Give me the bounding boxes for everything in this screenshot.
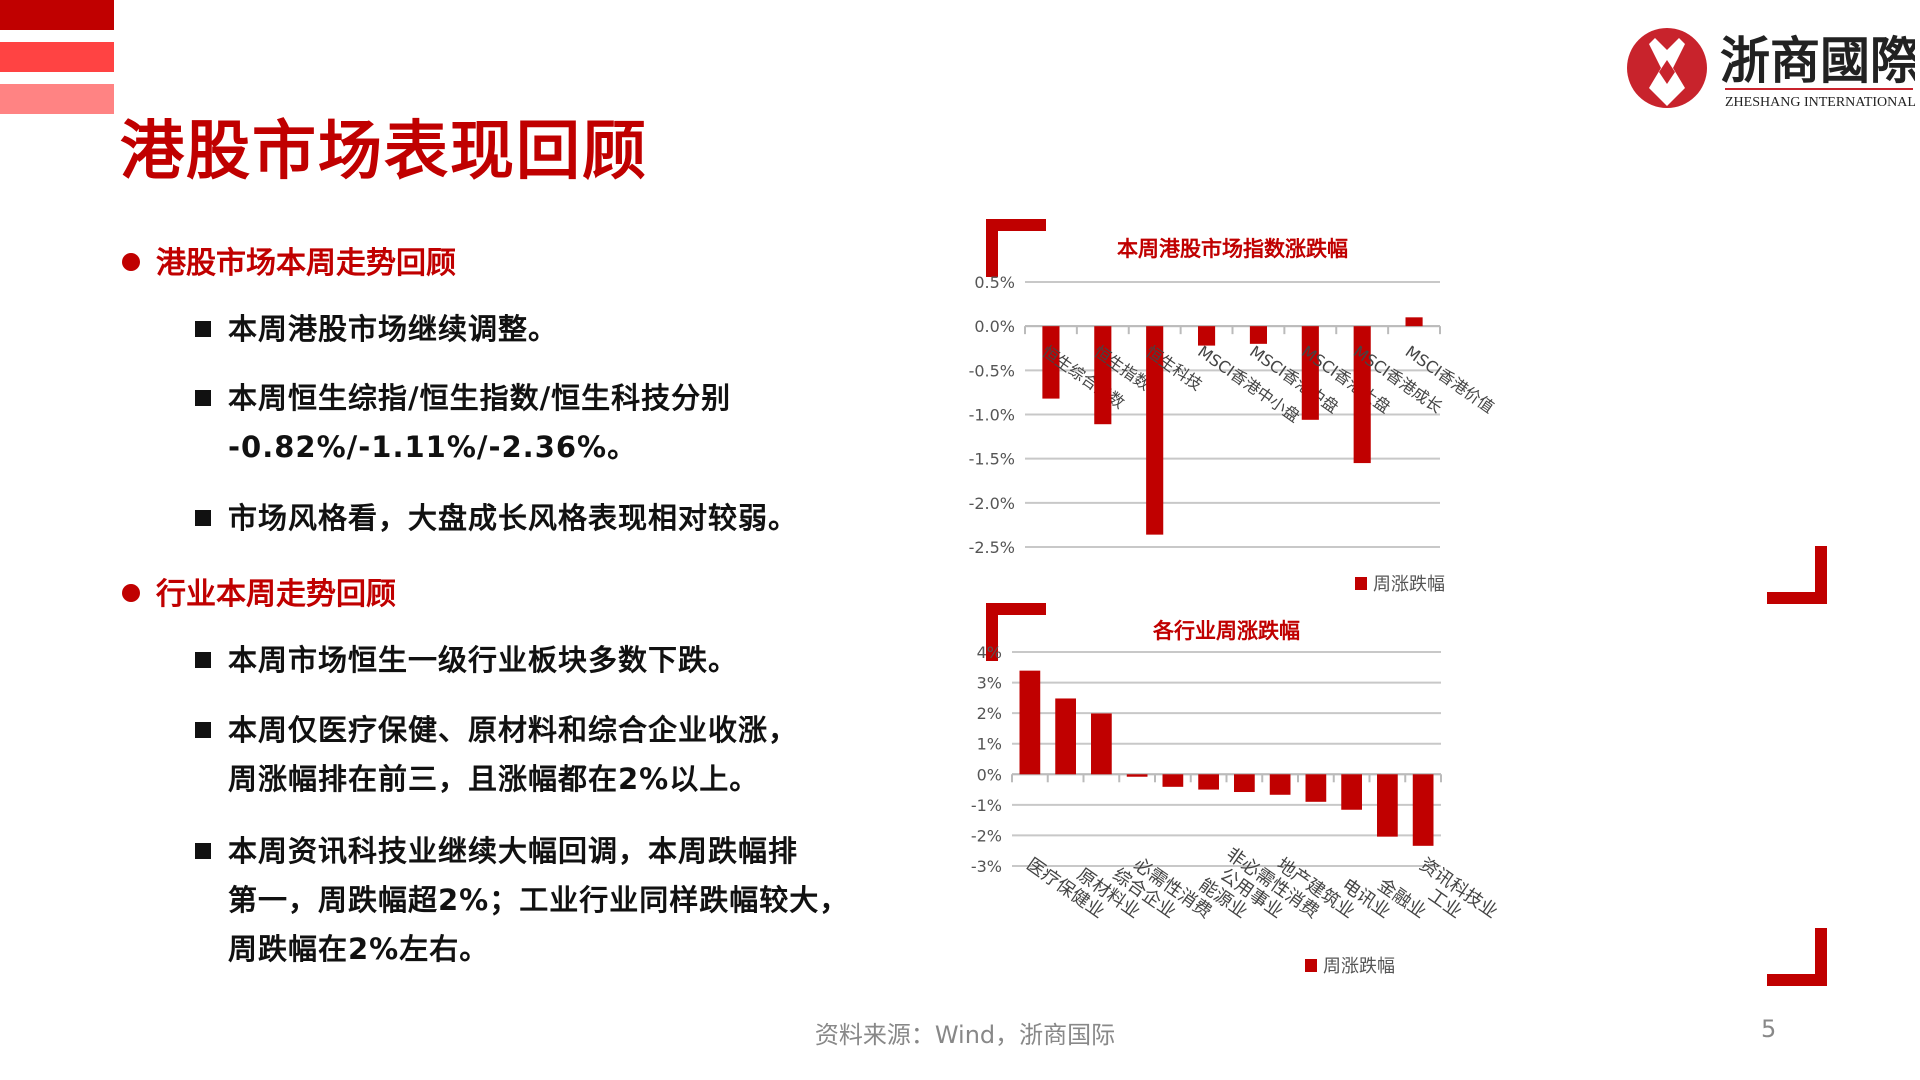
y-tick-label: -2% [971,826,1002,845]
y-tick-label: -2.5% [969,538,1015,557]
bar [1055,698,1076,775]
bar [1249,326,1267,344]
bar [1412,774,1434,846]
list-item: 本周仅医疗保健、原材料和综合企业收涨， 周涨幅排在前三，且涨幅都在2%以上。 [195,706,798,804]
bullet-dot-icon [122,252,140,271]
bar [1353,326,1371,464]
y-tick-label: 3% [977,674,1002,693]
y-tick-label: 4% [977,643,1002,662]
section-heading-market: 港股市场本周走势回顾 [122,238,456,282]
item-text: 本周市场恒生一级行业板块多数下跌。 [228,643,739,677]
legend-label: 周涨跌幅 [1323,956,1395,977]
y-tick-label: -3% [971,857,1002,876]
y-tick-label: -2.0% [969,494,1015,513]
bar [1146,326,1164,535]
y-tick-label: -1.5% [969,450,1015,469]
decor-bar-dark [0,0,114,30]
square-bullet-icon [195,321,211,337]
item-text: 本周资讯科技业继续大幅回调，本周跌幅排 [228,834,799,868]
chart-frame-brackets [986,219,1827,986]
legend-swatch [1305,959,1317,972]
decor-bar-light [0,84,114,114]
chart-index-returns: 本周港股市场指数涨跌幅 0.5% 0.0% -0.5% -1.0% -1.5% -2.0% -… [969,237,1498,595]
bar [1091,713,1112,775]
y-tick-label: 0.5% [974,273,1015,292]
bar [1341,774,1362,810]
list-item: 本周资讯科技业继续大幅回调，本周跌幅排第一，周跌幅超2%；工业行业同样跌幅较大，… [195,827,849,974]
y-tick-label: -1.0% [969,406,1015,425]
square-bullet-icon [195,722,211,738]
bar [1198,774,1219,790]
bar [1234,774,1255,793]
item-text: 第一，周跌幅超2%；工业行业同样跌幅较大， [228,883,850,917]
page-number: 5 [1761,1015,1777,1043]
legend-swatch [1355,577,1367,590]
item-text: 本周港股市场继续调整。 [228,312,559,346]
chart-title: 本周港股市场指数涨跌幅 [1117,237,1348,261]
item-text: 本周恒生综指/恒生指数/恒生科技分别 [228,381,732,415]
item-text: 本周仅医疗保健、原材料和综合企业收涨， [228,713,799,747]
logo-text-en: ZHESHANG INTERNATIONAL [1725,95,1915,110]
bar [1019,670,1041,775]
y-tick-label: -1% [971,796,1002,815]
square-bullet-icon [195,843,211,859]
item-text: 周涨幅排在前三，且涨幅都在2%以上。 [228,762,760,796]
list-item: 本周港股市场继续调整。 [195,305,558,354]
logo-text-cn: 浙商國際 [1720,31,1915,90]
y-tick-label: -0.5% [969,361,1015,380]
logo: 浙商國際 ZHESHANG INTERNATIONAL [1625,20,1920,115]
y-tick-label: 2% [977,704,1002,723]
bar [1405,317,1423,327]
bullet-dot-icon [122,583,140,602]
decor-bar-mid [0,42,114,72]
list-item: 本周恒生综指/恒生指数/恒生科技分别 -0.82%/-1.11%/-2.36%。 [195,374,731,472]
chart-title: 各行业周涨跌幅 [1152,619,1300,643]
bar [1126,774,1148,777]
y-tick-label: 0% [977,765,1002,784]
bar [1269,774,1291,795]
square-bullet-icon [195,510,211,526]
logo-emblem-icon: 浙商國際 ZHESHANG INTERNATIONAL [1627,28,1920,110]
bar [1094,326,1112,425]
bar [1305,774,1327,802]
list-item: 市场风格看，大盘成长风格表现相对较弱。 [195,494,798,543]
page-title: 港股市场表现回顾 [120,115,648,189]
bar [1042,326,1060,399]
item-text: 周跌幅在2%左右。 [228,932,490,966]
section-heading-text: 港股市场本周走势回顾 [156,246,456,281]
square-bullet-icon [195,652,211,668]
source-note: 资料来源：Wind，浙商国际 [814,1021,1116,1049]
section-heading-text: 行业本周走势回顾 [156,577,396,612]
y-tick-label: 0.0% [974,317,1015,336]
legend-label: 周涨跌幅 [1373,574,1445,595]
bar [1377,774,1398,837]
bar [1162,774,1184,787]
section-heading-industry: 行业本周走势回顾 [122,569,396,613]
item-text: 市场风格看，大盘成长风格表现相对较弱。 [228,501,799,535]
list-item: 本周市场恒生一级行业板块多数下跌。 [195,636,738,685]
y-tick-label: 1% [977,735,1002,754]
item-text: -0.82%/-1.11%/-2.36%。 [228,430,638,464]
bar [1198,326,1216,346]
bar [1301,326,1319,420]
square-bullet-icon [195,390,211,406]
